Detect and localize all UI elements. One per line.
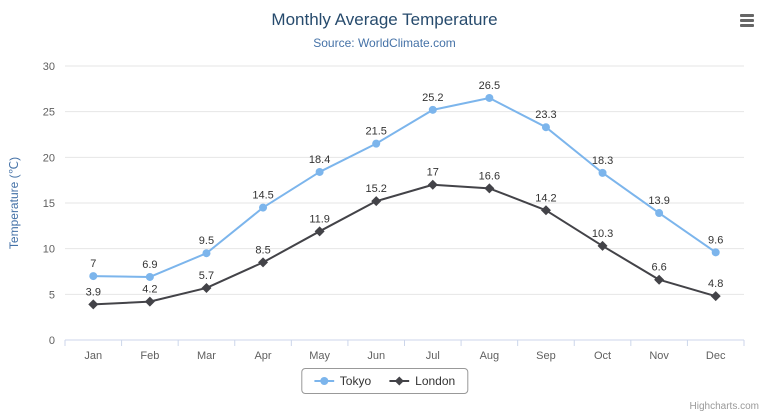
data-label: 8.5	[255, 244, 270, 256]
data-label: 26.5	[479, 80, 500, 92]
series-point-tokyo[interactable]	[372, 139, 381, 148]
series-point-london[interactable]	[371, 196, 382, 207]
data-label: 9.5	[199, 235, 214, 247]
legend-item-tokyo[interactable]: Tokyo	[313, 374, 372, 388]
series-line-london	[92, 183, 717, 306]
london-series-marker-icon	[389, 376, 410, 386]
x-axis-tick-label: Jul	[426, 350, 440, 362]
series-point-tokyo[interactable]	[485, 93, 494, 102]
data-label: 6.6	[651, 262, 666, 274]
tokyo-series-marker-icon	[313, 377, 334, 385]
y-axis-title: Temperature (℃)	[7, 157, 21, 249]
y-axis-tick-label: 20	[43, 152, 55, 164]
series-point-tokyo[interactable]	[711, 248, 720, 257]
data-label: 14.2	[535, 192, 556, 204]
chart-context-menu-button[interactable]	[735, 10, 759, 32]
data-label: 25.2	[422, 92, 443, 104]
chart-title: Monthly Average Temperature	[271, 10, 498, 29]
y-axis-tick-label: 25	[43, 107, 55, 119]
legend: Tokyo London	[300, 368, 469, 394]
y-axis-tick-label: 0	[49, 335, 55, 347]
data-label: 7	[90, 258, 96, 270]
series-point-london[interactable]	[427, 179, 438, 190]
series-point-tokyo[interactable]	[598, 168, 607, 177]
data-label: 10.3	[592, 228, 613, 240]
x-axis-tick-label: Nov	[649, 350, 669, 362]
y-axis-tick-label: 5	[49, 289, 55, 301]
x-axis-tick-label: Jun	[367, 350, 385, 362]
data-label: 17	[427, 167, 439, 179]
y-axis-tick-label: 15	[43, 198, 55, 210]
x-axis-tick-label: Sep	[536, 350, 556, 362]
series-point-london[interactable]	[88, 299, 99, 310]
x-axis-tick-label: May	[309, 350, 330, 362]
series-point-london[interactable]	[314, 226, 325, 237]
highcharts-credits-link[interactable]: Highcharts.com	[689, 401, 759, 412]
series-point-london[interactable]	[540, 205, 551, 216]
data-label: 9.6	[708, 234, 723, 246]
series-line-tokyo	[92, 96, 717, 278]
data-label: 6.9	[142, 259, 157, 271]
series-point-tokyo[interactable]	[89, 272, 98, 281]
data-label: 11.9	[309, 213, 330, 225]
x-axis-tick-label: Feb	[140, 350, 159, 362]
data-label: 4.2	[142, 284, 157, 296]
x-axis-tick-label: Aug	[480, 350, 500, 362]
series-point-london[interactable]	[654, 274, 665, 285]
data-label: 4.8	[708, 278, 723, 290]
series-point-tokyo[interactable]	[655, 209, 664, 218]
data-label: 18.3	[592, 155, 613, 167]
series-point-tokyo[interactable]	[145, 272, 154, 281]
legend-label-london: London	[415, 374, 456, 388]
data-label: 18.4	[309, 154, 330, 166]
data-label: 5.7	[199, 270, 214, 282]
series-point-london[interactable]	[258, 257, 269, 268]
series-point-tokyo[interactable]	[259, 203, 268, 212]
x-axis-tick-label: Oct	[594, 350, 611, 362]
x-axis-tick-label: Dec	[706, 350, 726, 362]
legend-label-tokyo: Tokyo	[339, 374, 372, 388]
series-point-london[interactable]	[201, 282, 212, 293]
legend-item-london[interactable]: London	[389, 374, 455, 388]
data-label: 13.9	[648, 195, 669, 207]
series-point-tokyo[interactable]	[541, 123, 550, 132]
data-label: 14.5	[252, 190, 273, 202]
chart-subtitle: Source: WorldClimate.com	[313, 36, 456, 50]
data-label: 16.6	[479, 170, 500, 182]
y-axis-tick-label: 30	[43, 61, 55, 73]
series-point-london[interactable]	[144, 296, 155, 307]
series-point-tokyo[interactable]	[428, 105, 437, 114]
data-label: 23.3	[535, 109, 556, 121]
series-point-london[interactable]	[484, 183, 495, 194]
series-point-tokyo[interactable]	[202, 249, 211, 258]
series-point-london[interactable]	[597, 240, 608, 251]
series-point-tokyo[interactable]	[315, 167, 324, 176]
series-point-london[interactable]	[710, 291, 721, 302]
hamburger-icon	[740, 14, 754, 27]
x-axis-tick-label: Apr	[254, 350, 271, 362]
y-axis-tick-label: 10	[43, 244, 55, 256]
data-label: 15.2	[365, 183, 386, 195]
data-label: 3.9	[86, 286, 101, 298]
x-axis-tick-label: Mar	[197, 350, 216, 362]
x-axis-tick-label: Jan	[84, 350, 102, 362]
data-label: 21.5	[365, 126, 386, 138]
